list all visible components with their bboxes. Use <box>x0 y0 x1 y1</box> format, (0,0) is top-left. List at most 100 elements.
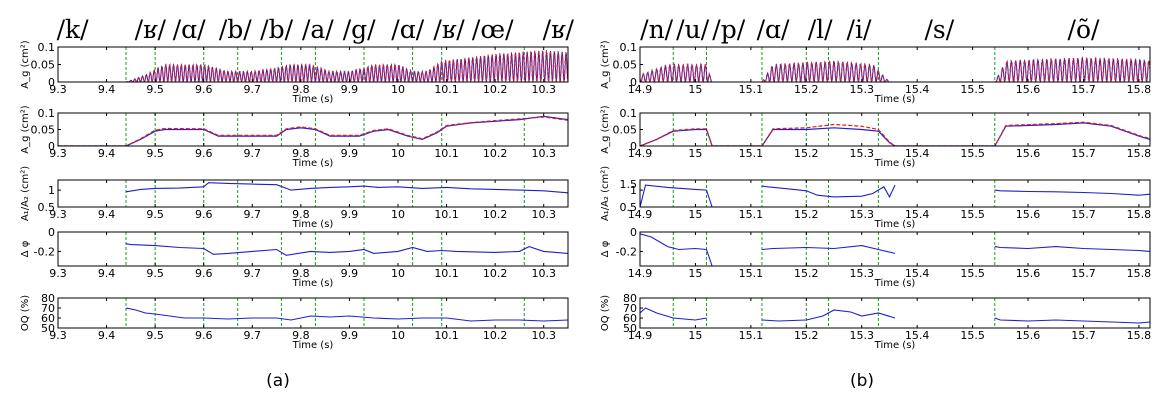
x-tick-label: 15.1 <box>739 329 764 342</box>
x-tick-label: 9.3 <box>49 267 67 280</box>
x-tick-label: 9.5 <box>146 208 164 221</box>
x-tick-label: 15.3 <box>849 267 874 280</box>
phoneme-label: /n/ <box>640 15 674 44</box>
subplot-2: 14.9 15 15.1 15.2 15.3 15.4 15.5 15.6 15.7 15.8 Ti… <box>600 105 1151 169</box>
x-tick-label: 10.3 <box>531 329 556 342</box>
x-axis-label: Time (s) <box>874 219 916 230</box>
series-line <box>126 308 568 321</box>
phoneme-label: /ʁ/ <box>135 15 167 44</box>
x-tick-label: 15.1 <box>739 267 764 280</box>
x-tick-label: 10.1 <box>434 147 459 160</box>
phoneme-label: /u/ <box>676 15 710 44</box>
y-axis-label: A_g (cm²) <box>600 40 611 89</box>
x-tick-label: 15.6 <box>1016 83 1041 96</box>
series-line <box>995 247 1150 252</box>
phoneme-label: /ɑ/ <box>757 15 790 44</box>
x-axis-label: Time (s) <box>874 278 916 289</box>
x-tick-label: 9.6 <box>195 329 213 342</box>
x-tick-label: 9.5 <box>146 267 164 280</box>
subplot-5: 9.3 9.4 9.5 9.6 9.7 9.8 9.9 10 10.1 10.2 10.3Time … <box>20 292 568 351</box>
y-tick-label: 0 <box>48 140 55 153</box>
x-tick-label: 15.7 <box>1071 329 1096 342</box>
phoneme-label: /p/ <box>712 15 745 44</box>
series-line <box>640 185 712 207</box>
phoneme-label: /õ/ <box>1068 15 1100 44</box>
x-tick-label: 9.5 <box>146 147 164 160</box>
x-tick-label: 10.2 <box>483 147 508 160</box>
phoneme-label: /k/ <box>57 15 90 44</box>
phoneme-label: /i/ <box>847 15 872 44</box>
phoneme-label: /a/ <box>302 15 334 44</box>
x-tick-label: 10.3 <box>531 83 556 96</box>
y-tick-label: 0.05 <box>31 59 56 72</box>
x-tick-label: 9.9 <box>341 83 359 96</box>
x-tick-label: 10.3 <box>531 208 556 221</box>
y-tick-label: 0.5 <box>38 201 56 214</box>
plot-area <box>58 47 568 82</box>
phoneme-label: /ɑ/ <box>173 15 206 44</box>
x-tick-label: 9.7 <box>244 147 262 160</box>
y-axis-label: Δ φ <box>20 240 31 257</box>
x-tick-label: 15.8 <box>1127 147 1152 160</box>
x-tick-label: 15.1 <box>739 83 764 96</box>
x-tick-label: 9.6 <box>195 208 213 221</box>
x-tick-label: 9.9 <box>341 208 359 221</box>
y-tick-label: 0.1 <box>38 107 56 120</box>
x-axis-label: Time (s) <box>292 158 334 169</box>
y-tick-label: 0.5 <box>620 201 638 214</box>
y-axis-label: Δ φ <box>600 240 611 257</box>
x-tick-label: 15.3 <box>849 83 874 96</box>
plot-area <box>640 47 1150 82</box>
subplot-1: 14.9 15 15.1 15.2 15.3 15.4 15.5 15.6 15.7 15.8Ti… <box>600 40 1151 105</box>
axes-frame <box>640 180 1150 207</box>
subplot-1: 9.3 9.4 9.5 9.6 9.7 9.8 9.9 10 10.1 10.2 10.3 Time … <box>20 40 568 105</box>
plot-area <box>640 298 1150 328</box>
x-tick-label: 9.7 <box>244 329 262 342</box>
x-tick-label: 15.7 <box>1071 147 1096 160</box>
x-tick-label: 10 <box>391 147 405 160</box>
phoneme-label: /b/ <box>260 15 293 44</box>
x-tick-label: 15.8 <box>1127 329 1152 342</box>
plot-area <box>640 180 1150 207</box>
x-tick-label: 9.5 <box>146 83 164 96</box>
x-tick-label: 15.8 <box>1127 267 1152 280</box>
y-axis-label: A₁/A₂ (cm²) <box>20 166 31 221</box>
y-tick-label: -0.2 <box>616 245 637 258</box>
x-tick-label: 9.6 <box>195 83 213 96</box>
y-tick-label: 0.1 <box>620 41 638 54</box>
x-tick-label: 15 <box>688 147 702 160</box>
y-tick-label: 80 <box>41 292 55 305</box>
x-tick-label: 15 <box>688 267 702 280</box>
plot-area <box>640 232 1150 266</box>
x-tick-label: 15 <box>688 208 702 221</box>
x-axis-label: Time (s) <box>292 278 334 289</box>
x-tick-label: 10.2 <box>483 329 508 342</box>
y-tick-label: 0.05 <box>613 124 638 137</box>
x-tick-label: 10.1 <box>434 83 459 96</box>
axes-frame <box>640 298 1150 328</box>
axes-frame <box>58 232 568 266</box>
x-tick-label: 15.6 <box>1016 329 1041 342</box>
x-tick-label: 9.9 <box>341 329 359 342</box>
series-line <box>640 122 1150 146</box>
x-tick-label: 9.6 <box>195 147 213 160</box>
y-tick-label: 0 <box>48 76 55 89</box>
axes-frame <box>58 298 568 328</box>
x-tick-label: 10.2 <box>483 267 508 280</box>
x-tick-label: 9.7 <box>244 83 262 96</box>
plot-area <box>58 298 568 328</box>
x-tick-label: 10.2 <box>483 208 508 221</box>
axes-frame <box>640 113 1150 146</box>
y-tick-label: 1.5 <box>620 178 638 191</box>
x-tick-label: 15.2 <box>794 83 819 96</box>
plot-area <box>126 232 568 266</box>
y-axis-label: OQ (%) <box>20 295 31 331</box>
y-tick-label: 80 <box>623 292 637 305</box>
x-tick-label: 10 <box>391 267 405 280</box>
x-tick-label: 10 <box>391 208 405 221</box>
x-tick-label: 9.5 <box>146 329 164 342</box>
x-tick-label: 15.5 <box>960 329 985 342</box>
axes-frame <box>58 180 568 207</box>
x-tick-label: 15.5 <box>960 208 985 221</box>
x-tick-label: 15.3 <box>849 329 874 342</box>
